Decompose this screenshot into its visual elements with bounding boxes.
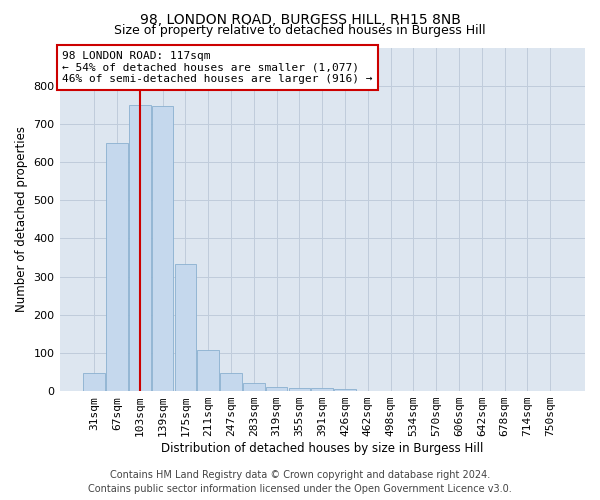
- Bar: [197, 350, 219, 391]
- Bar: [311, 388, 333, 391]
- X-axis label: Distribution of detached houses by size in Burgess Hill: Distribution of detached houses by size …: [161, 442, 484, 455]
- Bar: [289, 388, 310, 391]
- Text: Contains HM Land Registry data © Crown copyright and database right 2024.
Contai: Contains HM Land Registry data © Crown c…: [88, 470, 512, 494]
- Y-axis label: Number of detached properties: Number of detached properties: [15, 126, 28, 312]
- Text: 98, LONDON ROAD, BURGESS HILL, RH15 8NB: 98, LONDON ROAD, BURGESS HILL, RH15 8NB: [140, 12, 460, 26]
- Bar: [175, 264, 196, 391]
- Bar: [243, 384, 265, 391]
- Text: Size of property relative to detached houses in Burgess Hill: Size of property relative to detached ho…: [114, 24, 486, 37]
- Text: 98 LONDON ROAD: 117sqm
← 54% of detached houses are smaller (1,077)
46% of semi-: 98 LONDON ROAD: 117sqm ← 54% of detached…: [62, 51, 373, 84]
- Bar: [106, 143, 128, 391]
- Bar: [83, 373, 105, 391]
- Bar: [334, 389, 356, 391]
- Bar: [129, 105, 151, 391]
- Bar: [152, 106, 173, 391]
- Bar: [220, 373, 242, 391]
- Bar: [266, 386, 287, 391]
